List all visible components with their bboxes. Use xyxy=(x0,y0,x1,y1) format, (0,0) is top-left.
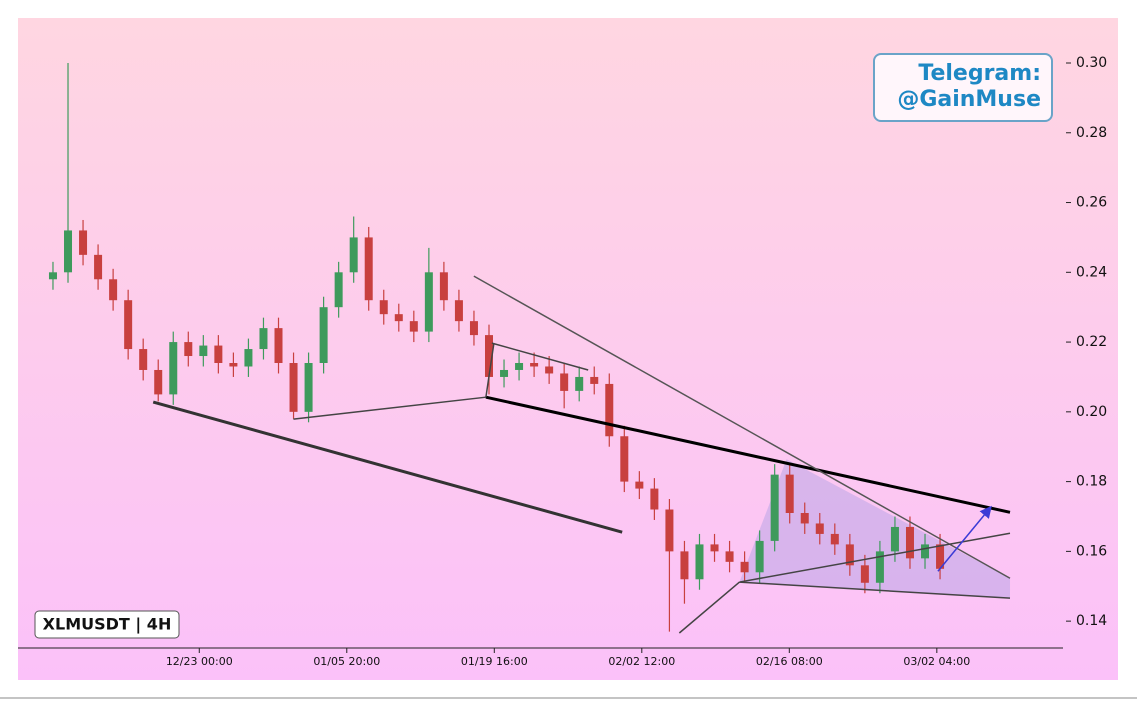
watermark-box xyxy=(873,53,1053,122)
candle-body xyxy=(695,544,704,580)
y-tick-label: 0.28 xyxy=(1076,125,1107,141)
projection-arrow xyxy=(937,505,992,572)
watermark-line: Telegram: xyxy=(918,61,1041,86)
x-tick-label: 02/02 12:00 xyxy=(608,655,675,668)
candle-body xyxy=(379,300,388,315)
badge-text: XLMUSDT | 4H xyxy=(43,615,172,635)
candle-body xyxy=(635,481,644,489)
candle-body xyxy=(409,321,418,332)
candle-body xyxy=(364,237,373,301)
candle-body xyxy=(770,474,779,541)
candle-body xyxy=(725,551,734,562)
candle-body xyxy=(199,345,208,357)
trend-line xyxy=(485,395,1011,514)
trend-line xyxy=(485,343,495,398)
candle-body xyxy=(274,328,283,363)
candle-body xyxy=(921,544,930,559)
y-tick-label: 0.30 xyxy=(1076,55,1107,71)
candle-body xyxy=(304,363,313,412)
badge-box xyxy=(34,610,180,639)
candle-body xyxy=(94,254,103,280)
candle-body xyxy=(79,230,88,255)
candle-body xyxy=(860,565,869,583)
plot-area xyxy=(48,63,1011,634)
candle-body xyxy=(319,307,328,363)
candle-body xyxy=(500,369,509,377)
trend-line xyxy=(678,581,740,634)
x-tick-label: 02/16 08:00 xyxy=(756,655,823,668)
candle-body xyxy=(109,279,118,301)
trend-line xyxy=(473,275,1011,579)
candle-body xyxy=(680,551,689,580)
candle-body xyxy=(650,488,659,510)
x-tick-label: 01/19 16:00 xyxy=(461,655,528,668)
candle-body xyxy=(334,272,343,308)
y-tick-label: 0.18 xyxy=(1076,474,1107,490)
y-tick-label: 0.20 xyxy=(1076,404,1107,420)
candle-body xyxy=(124,300,133,350)
watermark-line: @GainMuse xyxy=(897,87,1041,112)
candle-body xyxy=(154,369,163,395)
candle-body xyxy=(560,373,569,391)
candle-body xyxy=(48,272,57,280)
candle-body xyxy=(710,544,719,552)
candle-body xyxy=(665,509,674,552)
candle-body xyxy=(484,335,493,377)
watermark: Telegram: @GainMuse xyxy=(873,53,1053,122)
candle-body xyxy=(244,349,253,367)
candle-body xyxy=(184,342,193,357)
trend-line xyxy=(293,396,486,420)
x-tick-label: 12/23 00:00 xyxy=(166,655,233,668)
candle-body xyxy=(905,526,914,559)
candle-body xyxy=(394,314,403,322)
y-tick-label: 0.22 xyxy=(1076,334,1107,350)
candle-body xyxy=(214,345,223,363)
candle-body xyxy=(259,328,268,350)
candle-body xyxy=(785,474,794,513)
candle-body xyxy=(545,366,554,374)
y-tick-label: 0.26 xyxy=(1076,195,1107,211)
candle-body xyxy=(229,363,238,367)
candle-body xyxy=(755,540,764,573)
candle-body xyxy=(424,272,433,332)
trend-line xyxy=(739,581,1011,599)
candle-body xyxy=(605,383,614,437)
candle-body xyxy=(64,230,73,273)
candle-body xyxy=(800,513,809,524)
candle-body xyxy=(845,544,854,566)
candle-body xyxy=(875,551,884,583)
trend-line xyxy=(739,532,1011,583)
badge: XLMUSDT | 4H xyxy=(34,610,180,639)
candle-body xyxy=(575,376,584,391)
trend-line xyxy=(152,400,623,534)
trend-line xyxy=(491,342,589,371)
candle-body xyxy=(515,363,524,370)
candle-body xyxy=(830,533,839,545)
y-tick-label: 0.14 xyxy=(1076,613,1107,629)
candle-body xyxy=(590,376,599,384)
candle-body xyxy=(139,349,148,370)
candle-body xyxy=(740,561,749,573)
candle-body xyxy=(169,342,178,395)
y-tick-label: 0.24 xyxy=(1076,264,1107,280)
y-tick-label: 0.16 xyxy=(1076,543,1107,559)
candle-body xyxy=(530,363,539,367)
candle-body xyxy=(439,272,448,301)
candle-body xyxy=(890,526,899,552)
x-tick-label: 01/05 20:00 xyxy=(313,655,380,668)
candle-body xyxy=(289,363,298,412)
candle-body xyxy=(454,300,463,322)
x-tick-label: 03/02 04:00 xyxy=(903,655,970,668)
candle-body xyxy=(469,321,478,336)
candle-body xyxy=(936,544,945,569)
candle-body xyxy=(349,237,358,273)
candle-body xyxy=(620,436,629,482)
candle-body xyxy=(815,523,824,534)
